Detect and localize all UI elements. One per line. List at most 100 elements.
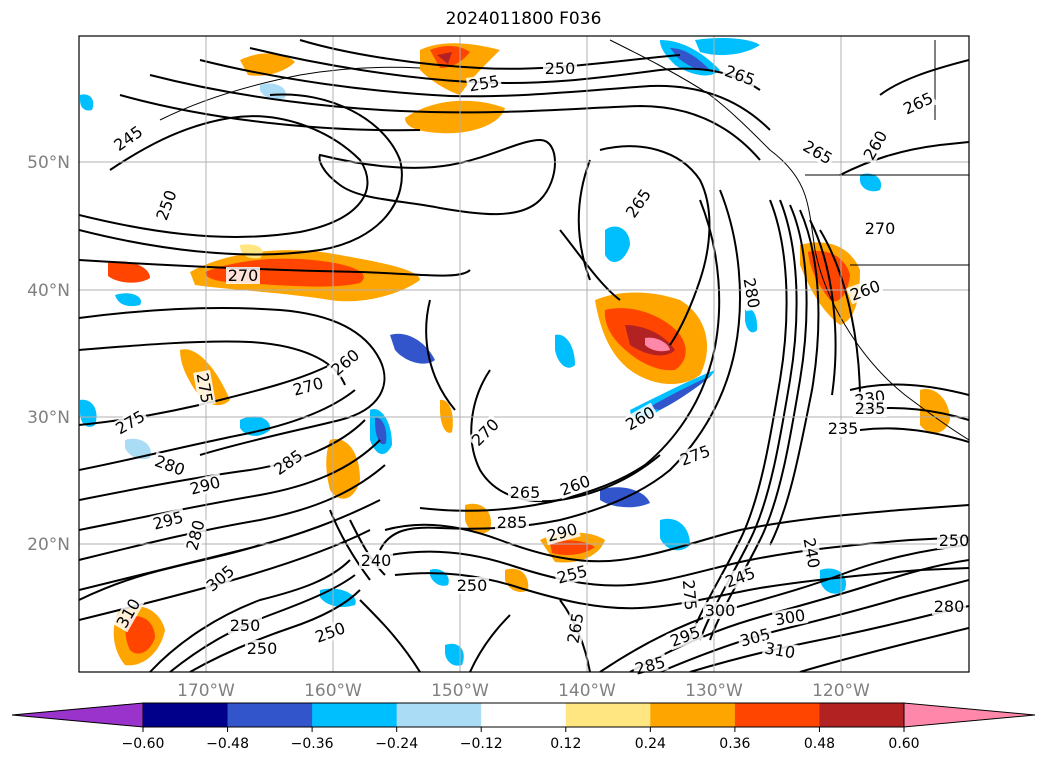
contour-label: 235 (855, 399, 886, 418)
contour-label: 270 (865, 219, 896, 238)
contour-label-bg (771, 606, 809, 629)
colorbar-tick-label: 0.48 (804, 736, 835, 752)
lon-label: 150°W (431, 681, 489, 701)
colorbar-segment (650, 703, 736, 727)
contour-label: 270 (228, 266, 259, 285)
contour-label-bg (465, 72, 503, 95)
contour-label-bg (182, 516, 209, 554)
lat-labels: 50°N 40°N 30°N 20°N (27, 153, 70, 555)
contour-label: 275 (679, 579, 701, 611)
colorbar-tick-label: 0.60 (888, 736, 919, 752)
colorbar-tick-label: −0.36 (291, 736, 334, 752)
colorbar-tick-label: −0.24 (375, 736, 418, 752)
contour-label-bg (359, 552, 393, 569)
contour-label: 250 (545, 59, 576, 78)
contour-label-bg (721, 563, 760, 592)
contour-label: 250 (230, 616, 261, 635)
colorbar-tick-label: 0.12 (550, 736, 581, 752)
colorbar-segment (481, 703, 567, 727)
contour-label-bg (761, 639, 799, 662)
colorbar: −0.60 −0.48 −0.36 −0.24 −0.12 0.12 0.24 0.36 0.4… (11, 702, 1036, 752)
contour-label: 265 (510, 483, 541, 502)
lon-label: 160°W (304, 681, 362, 701)
contour-label-bg (859, 126, 892, 165)
contour-label-bg (853, 400, 887, 417)
contour-label-bg (467, 414, 504, 451)
colorbar-tick-label: −0.48 (206, 736, 249, 752)
contour-label-bg (152, 186, 181, 225)
colorbar-tick-label: −0.12 (460, 736, 503, 752)
colorbar-frame (142, 702, 905, 728)
lat-label: 50°N (27, 153, 70, 173)
contour-label-bg (245, 640, 279, 657)
contour-label-bg (226, 267, 260, 284)
contour-label-bg (932, 598, 966, 615)
contour-label-bg (495, 514, 529, 531)
map-frame (78, 35, 970, 673)
lat-label: 30°N (27, 408, 70, 428)
coastlines (159, 39, 969, 441)
contour-label-bg (455, 577, 489, 594)
gridlines (79, 36, 969, 672)
colorbar-segment (396, 703, 482, 727)
contour-label-bg (937, 532, 971, 549)
contour-label-bg (556, 471, 595, 500)
contour-label: 285 (497, 513, 528, 532)
contour-label-bg (112, 594, 145, 633)
colorbar-segment (312, 703, 398, 727)
contour-label-bg (109, 121, 148, 156)
colorbar-tick-label: 0.24 (635, 736, 666, 752)
contour-label-bg (800, 534, 823, 572)
contour-label-bg (201, 560, 239, 596)
colorbar-segment (565, 703, 651, 727)
contour-label-bg (679, 577, 700, 613)
contour-label-bg (863, 220, 897, 237)
colorbar-extend-high (903, 702, 1036, 728)
contour-label: 280 (934, 597, 965, 616)
contour-label: 250 (939, 531, 970, 550)
contour-label: 250 (457, 576, 488, 595)
colorbar-segment (819, 703, 905, 727)
negative-shading (80, 37, 882, 666)
contour-label-bg (289, 373, 327, 400)
contour-label: 300 (705, 601, 736, 620)
chart-title: 2024011800 F036 (445, 9, 602, 29)
contour-label-bg (111, 406, 150, 439)
contour-label-bg (703, 602, 737, 619)
contour-label-bg (193, 369, 216, 407)
lon-labels: 170°W 160°W 150°W 140°W 130°W 120°W (177, 681, 870, 701)
contour-label-bg (621, 184, 656, 223)
contour-label-bg (543, 519, 581, 546)
contour-label-bg (676, 441, 715, 470)
contour-label-bg (326, 344, 364, 380)
contour-label-bg (720, 61, 759, 90)
colorbar-tick-label: 0.36 (719, 736, 750, 752)
contour-label-bg (311, 618, 350, 647)
lat-label: 40°N (27, 281, 70, 301)
contour-label-bg (846, 276, 885, 305)
contour-label: 250 (247, 639, 278, 658)
contour-label-bg (543, 60, 577, 77)
contour-label-bg (798, 136, 837, 169)
contour-label-bg (186, 472, 224, 499)
colorbar-segment (143, 703, 229, 727)
contour-label-bg (740, 274, 763, 312)
colorbar-tick-label: −0.60 (122, 736, 165, 752)
contour-label-bg (564, 609, 587, 647)
contour-label-bg (228, 617, 262, 634)
lon-label: 120°W (812, 681, 870, 701)
contour-label: 240 (361, 551, 392, 570)
colorbar-segment (227, 703, 313, 727)
lat-label: 20°N (27, 535, 70, 555)
lon-label: 130°W (685, 681, 743, 701)
lon-label: 140°W (558, 681, 616, 701)
contour-label-bg (666, 622, 705, 651)
contour-label-bg (826, 420, 860, 437)
contour-label: 235 (828, 419, 859, 438)
contour-label-bg (899, 88, 938, 119)
colorbar-segment (734, 703, 820, 727)
colorbar-extend-low (11, 702, 144, 728)
contour-label-bg (150, 451, 189, 480)
contour-label-bg (621, 402, 660, 435)
